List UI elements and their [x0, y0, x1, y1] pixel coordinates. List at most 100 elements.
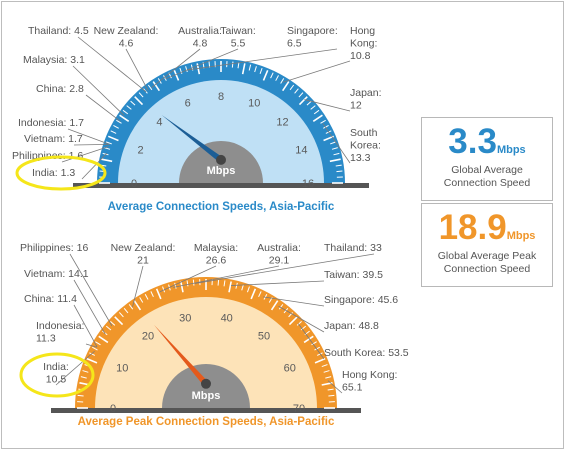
country-label: Thailand: 33	[324, 242, 382, 254]
country-label-line: India:	[43, 361, 69, 373]
country-label: Malaysia: 26.6	[194, 242, 238, 267]
country-label-line: Hong	[350, 25, 375, 37]
gauge-tick	[179, 67, 183, 74]
gauge-tick	[77, 394, 84, 397]
stat-peak-value: 18.9	[438, 208, 507, 247]
gauge-tick	[323, 370, 330, 373]
country-label: Thailand: 4.5	[28, 25, 89, 37]
country-label-line: Australia:	[257, 242, 301, 254]
country-label: Indonesia: 1.7	[18, 117, 84, 129]
leader-line	[85, 94, 121, 122]
gauge-tick	[303, 335, 314, 344]
gauge-tick	[313, 109, 320, 115]
country-label: Hong Kong: 65.1	[342, 369, 397, 394]
country-label: Philippines: 1.6	[12, 150, 83, 162]
gauge-tick	[314, 357, 326, 364]
gauge-tick	[282, 81, 290, 92]
country-label-line: New Zealand:	[111, 242, 176, 254]
gauge-tick	[113, 125, 119, 129]
leader-line	[173, 265, 280, 288]
leader-line	[73, 304, 98, 347]
gauge-tick	[288, 312, 294, 318]
country-label: China: 11.4	[24, 293, 77, 305]
gauge-tick-label: 4	[156, 116, 162, 128]
leader-line	[278, 305, 325, 333]
gauge-tick	[320, 119, 326, 124]
gauge-tick	[278, 304, 284, 310]
country-label: Japan: 48.8	[324, 320, 379, 332]
gauge-tick	[310, 105, 316, 110]
gauge-tick	[259, 67, 263, 74]
leader-line	[81, 152, 108, 180]
gauge-title: Average Peak Connection Speeds, Asia-Pac…	[78, 416, 335, 428]
gauge-tick	[101, 158, 113, 163]
gauge-face	[118, 80, 324, 183]
country-label: Vietnam: 14.1	[24, 268, 89, 280]
country-label: Philippines: 16	[20, 242, 88, 254]
country-label-line: Japan:	[350, 87, 382, 99]
leader-line	[73, 279, 106, 335]
highlight-ellipse	[15, 155, 107, 191]
country-label: India: 1.3	[32, 167, 75, 179]
stat-box-peak: 18.9Mbps Global Average Peak Connection …	[421, 203, 553, 287]
gauge-tick	[248, 64, 252, 71]
country-label: Hong Kong: 10.8	[350, 25, 377, 62]
gauge-tick-label: 6	[185, 98, 191, 110]
country-label-line: 29.1	[269, 255, 290, 267]
leader-line	[61, 146, 109, 163]
country-label-line: Indonesia:	[36, 320, 84, 332]
gauge-tick	[86, 357, 98, 364]
gauge-tick	[186, 280, 189, 287]
leader-line	[165, 48, 239, 80]
gauge-tick	[126, 105, 132, 110]
country-label: India: 10.5	[43, 361, 69, 386]
gauge-tick-label: 14	[295, 145, 307, 157]
country-label-line: South	[350, 127, 378, 139]
gauge-tick	[150, 291, 154, 298]
gauge-tick	[110, 320, 116, 326]
leader-line	[327, 380, 343, 394]
gauge-tick	[235, 282, 238, 289]
stat-box-average: 3.3Mbps Global Average Connection Speed	[421, 117, 553, 201]
gauge-tick-label: 2	[138, 145, 144, 157]
country-label-line: South Korea: 53.5	[324, 347, 409, 359]
highlight-ellipse	[19, 352, 95, 398]
gauge-unit: Mbps	[207, 165, 236, 177]
country-label: Taiwan: 39.5	[324, 269, 383, 281]
country-label-line: China: 11.4	[24, 293, 77, 305]
gauge-tick-label: 12	[276, 116, 288, 128]
gauge-tick	[163, 75, 167, 81]
gauge-tick	[144, 293, 149, 300]
gauge-tick	[275, 75, 279, 81]
gauge-tick	[241, 63, 246, 75]
leader-line	[125, 48, 149, 91]
gauge-tick	[335, 164, 342, 167]
gauge-tick	[173, 69, 180, 81]
leader-line	[55, 350, 95, 386]
country-label-line: Philippines: 16	[20, 242, 88, 254]
gauge-tick	[180, 281, 184, 293]
country-label: South Korea: 13.3	[350, 127, 381, 164]
gauge-tick	[270, 300, 279, 311]
leader-line	[132, 265, 144, 307]
country-label-line: Vietnam: 14.1	[24, 268, 89, 280]
gauge-tick	[185, 66, 188, 73]
country-label-line: Taiwan: 39.5	[324, 269, 383, 281]
leader-line	[282, 60, 351, 83]
gauge-tick-label: 50	[258, 330, 270, 342]
leader-line	[77, 36, 147, 93]
stat-peak-unit: Mbps	[506, 230, 536, 242]
leader-line	[73, 143, 110, 146]
gauge-tick	[294, 88, 299, 94]
country-label: Singapore: 6.5	[287, 25, 338, 50]
stat-average-label: Global Average Connection Speed	[422, 164, 552, 190]
gauge-tick	[325, 376, 332, 379]
gauge-tick-label: 16	[302, 178, 314, 190]
gauge-tick	[298, 92, 304, 98]
country-label-line: Vietnam: 1.7	[24, 133, 83, 145]
country-label-line: Indonesia: 1.7	[18, 117, 84, 129]
gauge-tick	[139, 297, 144, 303]
gauge-face	[95, 297, 317, 408]
stat-average-unit: Mbps	[496, 144, 526, 156]
